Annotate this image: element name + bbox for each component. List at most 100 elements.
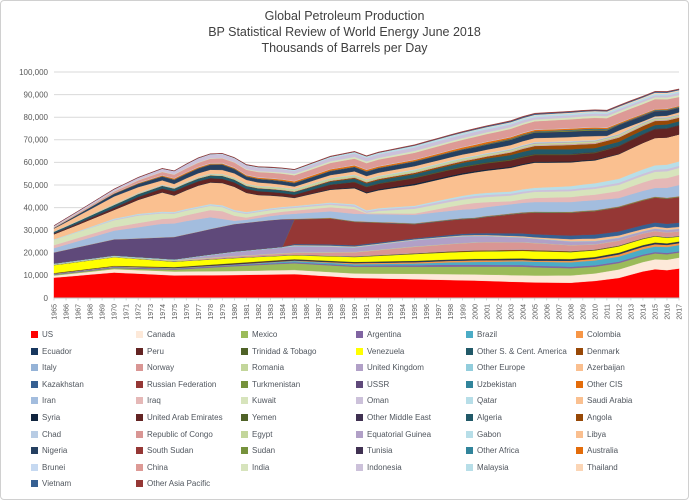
x-tick-label-2001: 2001 xyxy=(484,304,491,320)
legend-label-algeria: Algeria xyxy=(477,413,502,422)
legend-label-india: India xyxy=(252,462,270,472)
legend-swatch-ecuador xyxy=(31,347,38,355)
legend-item-equatorial-guinea: Equatorial Guinea xyxy=(356,430,431,439)
legend-label-republic-of-congo: Republic of Congo xyxy=(147,429,213,439)
legend-label-south-sudan: South Sudan xyxy=(147,446,194,456)
x-tick-label-1968: 1968 xyxy=(88,304,95,320)
legend-swatch-algeria xyxy=(466,414,473,421)
legend-item-united-kingdom: United Kingdom xyxy=(356,363,424,372)
chart-title-line-3: Thousands of Barrels per Day xyxy=(261,41,428,55)
legend-item-oman: Oman xyxy=(356,396,389,405)
legend-item-other-s-cent-america: Other S. & Cent. America xyxy=(466,347,567,356)
legend-item-vietnam: Vietnam xyxy=(31,479,71,488)
legend-swatch-italy xyxy=(31,364,38,372)
y-tick-label: 20,000 xyxy=(24,249,49,258)
legend-item-gabon: Gabon xyxy=(466,430,501,439)
legend-label-indonesia: Indonesia xyxy=(367,462,402,472)
x-axis xyxy=(53,297,680,301)
x-tick-label-1994: 1994 xyxy=(400,304,407,320)
legend-swatch-iraq xyxy=(136,397,143,405)
legend-item-nigeria: Nigeria xyxy=(31,446,67,455)
legend-swatch-other-europe xyxy=(466,364,473,372)
legend-swatch-kazakhstan xyxy=(31,380,38,388)
legend-item-colombia: Colombia xyxy=(576,330,621,339)
x-tick-label-1988: 1988 xyxy=(328,304,335,320)
legend-item-qatar: Qatar xyxy=(466,396,497,405)
legend-item-other-cis: Other CIS xyxy=(576,380,623,389)
legend-swatch-kuwait xyxy=(241,397,248,405)
legend-item-thailand: Thailand xyxy=(576,463,618,472)
x-tick-label-1977: 1977 xyxy=(196,304,203,320)
legend-swatch-romania xyxy=(241,364,248,372)
legend-item-trinidad-tobago: Trinidad & Tobago xyxy=(241,347,317,356)
y-tick-label: 80,000 xyxy=(24,113,49,122)
legend-item-canada: Canada xyxy=(136,330,175,339)
legend-item-saudi-arabia: Saudi Arabia xyxy=(576,396,632,405)
legend-swatch-turkmenistan xyxy=(241,380,248,388)
legend-label-china: China xyxy=(147,462,168,472)
x-tick-label-2006: 2006 xyxy=(544,304,551,320)
legend-item-kazakhstan: Kazakhstan xyxy=(31,380,84,389)
legend-label-malaysia: Malaysia xyxy=(477,462,509,472)
legend-swatch-uzbekistan xyxy=(466,380,473,388)
legend-label-yemen: Yemen xyxy=(252,413,277,422)
legend-swatch-united-kingdom xyxy=(356,364,363,372)
x-tick-label-1989: 1989 xyxy=(340,304,347,320)
legend-swatch-thailand xyxy=(576,463,583,471)
legend-swatch-south-sudan xyxy=(136,447,143,455)
x-tick-label-2000: 2000 xyxy=(472,304,479,320)
x-tick-label-2012: 2012 xyxy=(617,304,624,320)
y-tick-label: 90,000 xyxy=(24,90,49,99)
legend-label-other-middle-east: Other Middle East xyxy=(367,413,432,422)
legend-swatch-other-africa xyxy=(466,447,473,455)
legend-swatch-vietnam xyxy=(31,480,38,488)
legend-item-south-sudan: South Sudan xyxy=(136,446,193,455)
legend-label-iraq: Iraq xyxy=(147,396,161,406)
y-tick-label: 70,000 xyxy=(24,136,49,145)
x-tick-label-1980: 1980 xyxy=(232,304,239,320)
legend-swatch-tunisia xyxy=(356,447,363,455)
legend-swatch-equatorial-guinea xyxy=(356,430,363,438)
x-tick-label-2015: 2015 xyxy=(653,304,660,320)
x-tick-label-1970: 1970 xyxy=(112,304,119,320)
legend-swatch-syria xyxy=(31,414,38,421)
legend-item-uzbekistan: Uzbekistan xyxy=(466,380,517,389)
legend-item-argentina: Argentina xyxy=(356,330,401,339)
y-axis-labels: 0 10,000 20,000 30,000 40,000 50,000 60,000 70,… xyxy=(19,68,48,303)
legend-label-other-europe: Other Europe xyxy=(477,363,526,373)
legend-swatch-venezuela xyxy=(356,347,363,355)
legend-swatch-gabon xyxy=(466,430,473,438)
legend-item-united-arab-emirates: United Arab Emirates xyxy=(136,413,223,422)
legend-swatch-ussr xyxy=(356,380,363,388)
legend-swatch-oman xyxy=(356,397,363,405)
legend-item-mexico: Mexico xyxy=(241,330,277,339)
legend-label-azerbaijan: Azerbaijan xyxy=(587,363,625,373)
legend-swatch-mexico xyxy=(241,331,248,338)
y-tick-label: 40,000 xyxy=(24,203,49,212)
x-tick-label-1985: 1985 xyxy=(292,304,299,320)
x-tick-label-1971: 1971 xyxy=(124,304,131,320)
x-tick-label-1983: 1983 xyxy=(268,304,275,320)
legend-item-turkmenistan: Turkmenistan xyxy=(241,380,300,389)
legend-swatch-nigeria xyxy=(31,447,38,455)
legend-item-ecuador: Ecuador xyxy=(31,347,72,356)
legend-swatch-colombia xyxy=(576,331,583,338)
y-tick-label: 50,000 xyxy=(24,181,49,190)
legend-label-sudan: Sudan xyxy=(252,446,276,456)
legend-label-other-asia-pacific: Other Asia Pacific xyxy=(147,479,211,489)
legend-item-denmark: Denmark xyxy=(576,347,619,356)
legend-label-romania: Romania xyxy=(252,363,285,373)
legend-label-kazakhstan: Kazakhstan xyxy=(42,379,84,389)
legend-item-australia: Australia xyxy=(576,446,618,455)
legend-label-turkmenistan: Turkmenistan xyxy=(252,379,301,389)
legend-swatch-saudi-arabia xyxy=(576,397,583,405)
x-tick-label-2007: 2007 xyxy=(556,304,563,320)
legend-item-us: US xyxy=(31,330,53,339)
legend-label-syria: Syria xyxy=(42,413,61,422)
x-tick-label-2017: 2017 xyxy=(677,304,684,320)
legend-swatch-malaysia xyxy=(466,463,473,471)
legend-item-norway: Norway xyxy=(136,363,174,372)
legend-swatch-denmark xyxy=(576,347,583,355)
area-other-asia-pacific xyxy=(53,88,680,227)
